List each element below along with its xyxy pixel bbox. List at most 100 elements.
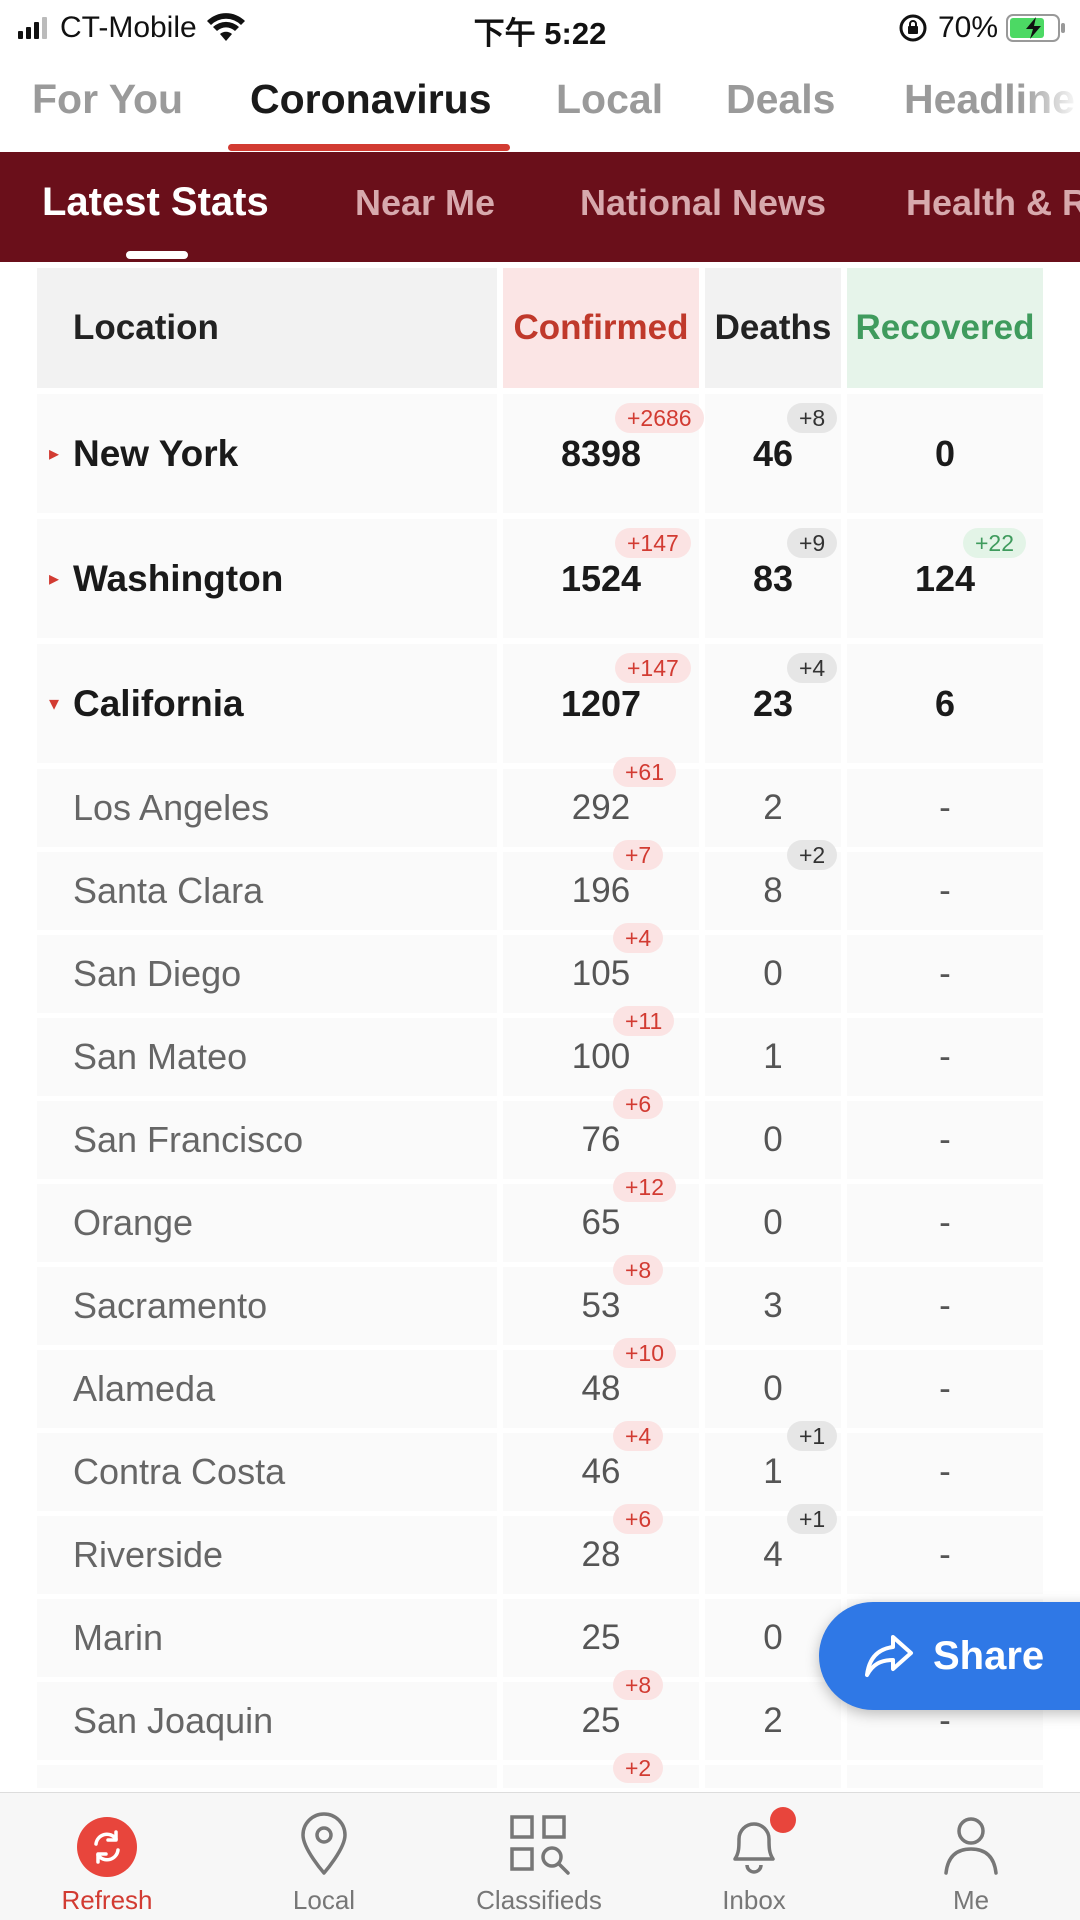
confirmed-cell: 8398 +2686 xyxy=(503,394,704,513)
county-row[interactable]: Riverside 28 +6 4 +1- xyxy=(37,1504,1043,1594)
confirmed-cell: 1207 +147 xyxy=(503,644,699,763)
recovered-cell: - xyxy=(847,935,1043,1013)
county-row[interactable]: San Mateo 100 +11 1 - xyxy=(37,1006,1043,1096)
battery-charging-icon xyxy=(1006,14,1065,42)
county-row[interactable]: Contra Costa 46 +4 1 +1- xyxy=(37,1421,1043,1511)
location-cell: Contra Costa xyxy=(37,1433,497,1511)
recovered-value: - xyxy=(939,1286,951,1325)
bell-icon xyxy=(733,1822,775,1874)
recovered-value: - xyxy=(939,1037,951,1076)
deaths-cell: 46 +8 xyxy=(705,394,841,513)
expand-caret-icon[interactable]: ▾ xyxy=(49,693,60,715)
tab-for-you[interactable]: For You xyxy=(32,76,184,122)
header-recovered[interactable]: Recovered xyxy=(855,308,1035,347)
header-deaths[interactable]: Deaths xyxy=(714,308,832,347)
share-button[interactable]: Share xyxy=(819,1602,1080,1710)
deaths-value: 8 xyxy=(763,871,783,910)
location-cell: ▸ New York xyxy=(37,394,497,513)
header-confirmed[interactable]: Confirmed xyxy=(513,308,689,347)
deaths-cell: 0 xyxy=(705,1350,841,1428)
nav-inbox[interactable]: Inbox xyxy=(664,1793,844,1920)
deaths-value: 0 xyxy=(763,1120,783,1159)
subtab-health[interactable]: Health & R xyxy=(906,182,1080,223)
confirmed-value: 292 xyxy=(571,788,631,827)
state-row[interactable]: ▸ New York 8398 +2686 46 +8 0 xyxy=(37,394,1043,513)
county-row[interactable]: +2 xyxy=(37,1753,1043,1788)
recovered-value xyxy=(847,1765,1043,1788)
tab-deals[interactable]: Deals xyxy=(726,76,836,122)
subtab-national-news[interactable]: National News xyxy=(580,182,827,223)
location-name: Los Angeles xyxy=(73,787,270,828)
confirmed-value: 196 xyxy=(571,871,631,910)
cellular-signal-icon xyxy=(18,17,50,39)
location-name: Alameda xyxy=(73,1368,216,1409)
recovered-value: - xyxy=(939,1369,951,1408)
recovered-cell: - xyxy=(847,852,1043,930)
county-row[interactable]: Orange 65 +12 0 - xyxy=(37,1172,1043,1262)
location-name: Santa Clara xyxy=(73,870,264,911)
state-row[interactable]: ▸ Washington 1524 +147 83 +9 124 +22 xyxy=(37,519,1043,638)
recovered-value: - xyxy=(939,1701,951,1740)
deaths-value: 0 xyxy=(763,1203,783,1242)
sub-tab-bar: Latest Stats Near Me National News Healt… xyxy=(0,152,1080,262)
recovered-value: - xyxy=(939,1203,951,1242)
deaths-value: 0 xyxy=(763,1369,783,1408)
confirmed-value: 105 xyxy=(571,954,631,993)
location-name: San Francisco xyxy=(73,1119,304,1160)
county-row[interactable]: San Francisco 76 +6 0 - xyxy=(37,1089,1043,1179)
recovered-cell: - xyxy=(847,1184,1043,1262)
location-cell: ▸ Washington xyxy=(37,519,497,638)
recovered-cell: - xyxy=(847,1101,1043,1179)
expand-caret-icon[interactable]: ▸ xyxy=(49,443,60,465)
recovered-value: - xyxy=(939,871,951,910)
county-row[interactable]: Sacramento 53 +8 3 - xyxy=(37,1255,1043,1345)
tab-local[interactable]: Local xyxy=(556,76,664,122)
subtab-near-me[interactable]: Near Me xyxy=(355,182,496,223)
location-name: New York xyxy=(73,432,239,474)
header-recovered-cell[interactable]: Recovered xyxy=(847,268,1043,388)
nav-local[interactable]: Local xyxy=(234,1793,414,1920)
confirmed-delta-badge: +10 xyxy=(613,1338,677,1368)
active-subtab-indicator xyxy=(126,251,188,259)
confirmed-value xyxy=(503,1765,699,1788)
rotation-lock-icon xyxy=(899,14,927,42)
status-bar: CT-Mobile 下午 5:22 70% xyxy=(0,0,1080,56)
classifieds-grid-icon xyxy=(510,1815,570,1875)
confirmed-value: 100 xyxy=(571,1037,631,1076)
confirmed-cell: 25 xyxy=(503,1599,699,1677)
confirmed-value: 48 xyxy=(581,1369,621,1408)
location-cell: Riverside xyxy=(37,1516,497,1594)
recovered-cell xyxy=(847,1765,1043,1788)
confirmed-cell: 292 +61 xyxy=(503,757,699,847)
tab-coronavirus[interactable]: Coronavirus xyxy=(250,76,492,122)
recovered-delta-badge: +22 xyxy=(963,528,1027,558)
nav-refresh[interactable]: Refresh xyxy=(17,1793,197,1920)
recovered-cell: - xyxy=(847,1267,1043,1345)
header-confirmed-cell[interactable]: Confirmed xyxy=(503,268,699,388)
subtab-latest-stats[interactable]: Latest Stats xyxy=(42,180,269,224)
header-deaths-cell[interactable]: Deaths xyxy=(705,268,841,388)
confirmed-cell: 76 +6 xyxy=(503,1089,699,1179)
tab-fade xyxy=(1020,56,1080,152)
confirmed-delta-badge: +4 xyxy=(613,1421,664,1451)
nav-classifieds[interactable]: Classifieds xyxy=(449,1793,629,1920)
confirmed-cell: 196 +7 xyxy=(503,840,699,930)
nav-me[interactable]: Me xyxy=(881,1793,1061,1920)
recovered-value: - xyxy=(939,954,951,993)
expand-caret-icon[interactable]: ▸ xyxy=(49,568,60,590)
confirmed-delta-badge: +61 xyxy=(613,757,677,787)
deaths-cell: 1 +1 xyxy=(705,1421,841,1511)
county-row[interactable]: San Diego 105 +4 0 - xyxy=(37,923,1043,1013)
deaths-value: 23 xyxy=(752,682,794,724)
location-cell: San Francisco xyxy=(37,1101,497,1179)
confirmed-cell: 105 +4 xyxy=(503,923,699,1013)
deaths-delta-badge: +2 xyxy=(787,840,838,870)
location-cell: Marin xyxy=(37,1599,497,1677)
county-row[interactable]: Santa Clara 196 +7 8 +2 - xyxy=(37,840,1043,930)
active-tab-indicator xyxy=(228,144,510,151)
location-name: San Joaquin xyxy=(73,1700,274,1741)
county-row[interactable]: Alameda 48 +10 0 - xyxy=(37,1338,1043,1428)
county-row[interactable]: Los Angeles 292 +61 2 - xyxy=(37,757,1043,847)
confirmed-cell: 100 +11 xyxy=(503,1006,699,1096)
state-row[interactable]: ▾ California 1207 +147 23 +4 6 xyxy=(37,644,1043,763)
